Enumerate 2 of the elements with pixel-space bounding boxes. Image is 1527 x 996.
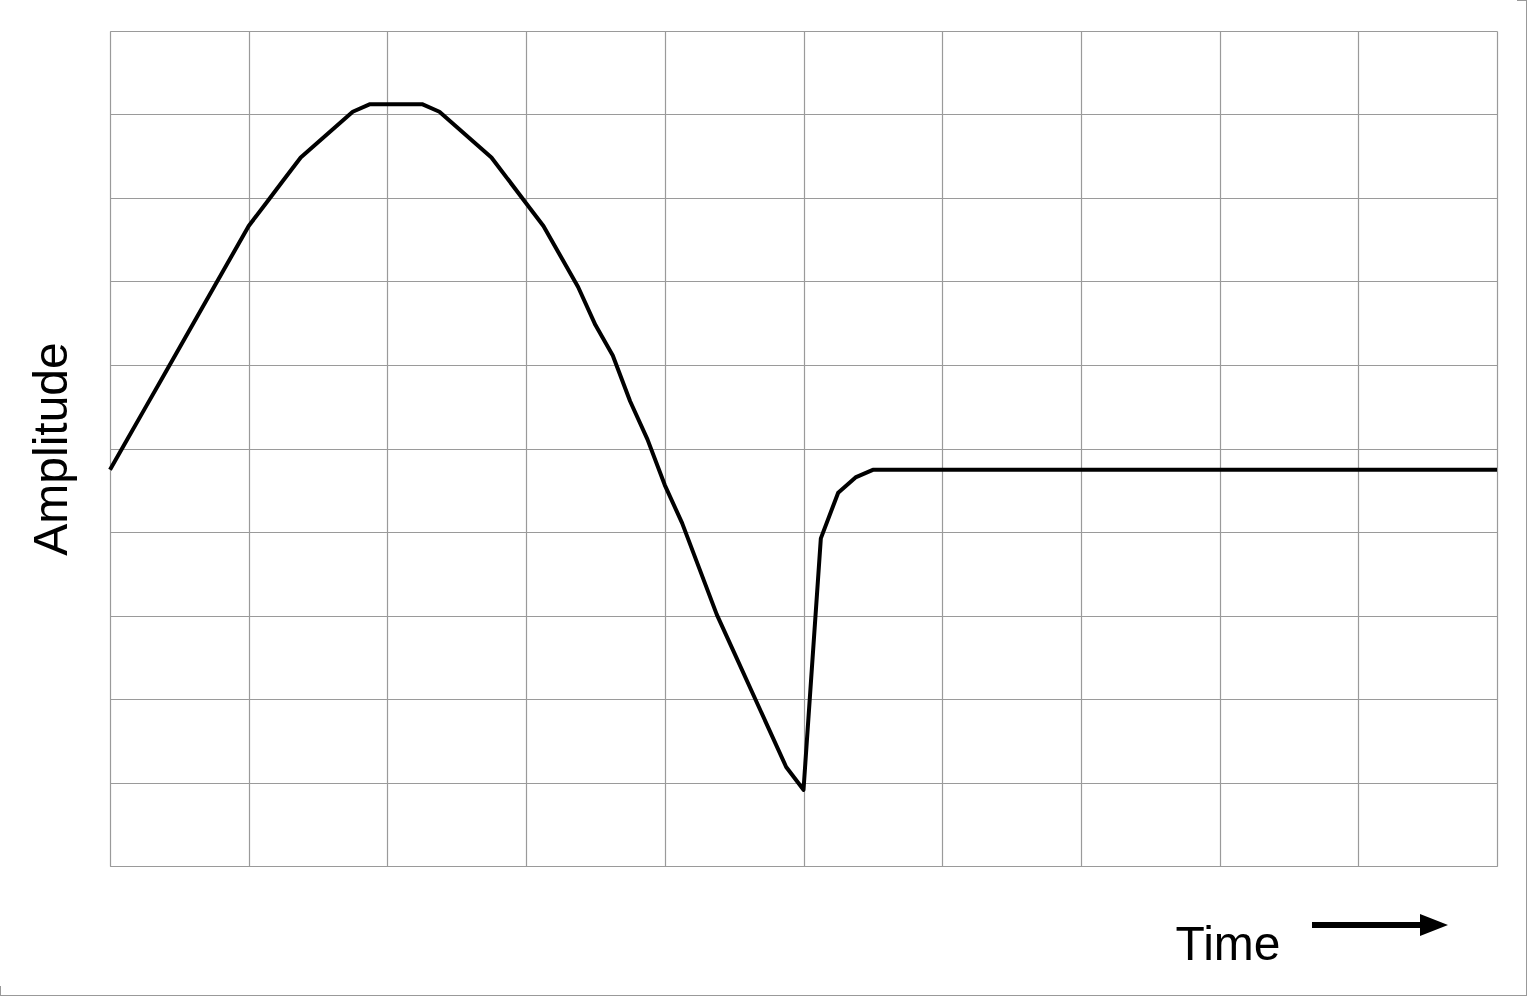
y-axis-title: Amplitude bbox=[23, 342, 77, 556]
x-axis-title: Time bbox=[1175, 916, 1281, 970]
